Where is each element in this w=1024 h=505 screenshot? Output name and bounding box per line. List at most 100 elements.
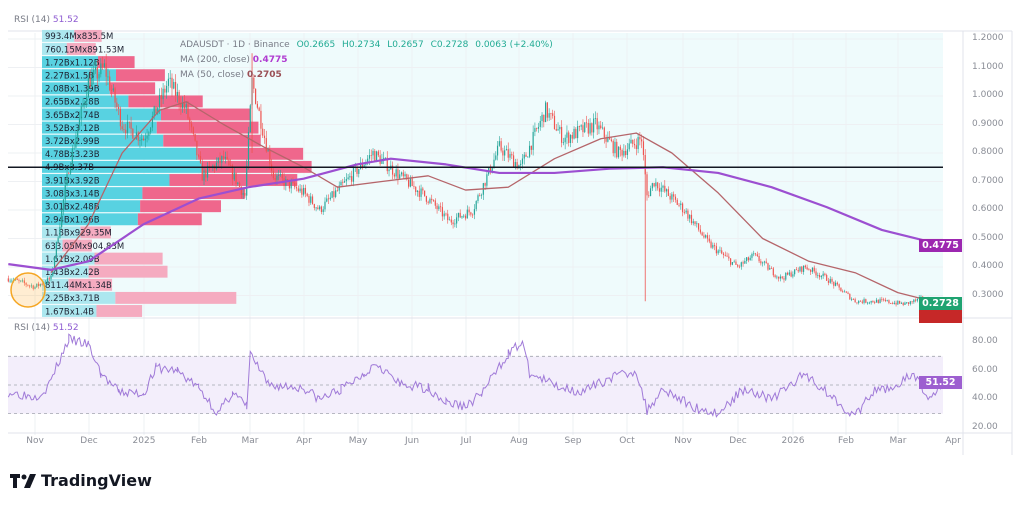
candle-body [409,178,411,187]
candle-body [746,257,748,261]
candle-body [201,162,203,181]
candle-body [696,223,698,225]
candle-body [313,204,315,208]
candle-body [859,300,862,302]
vp-row-label: 2.27Bx1.5B [45,72,94,82]
candle-body [102,63,104,67]
vp-row-label: 2.94Bx1.96B [45,216,100,226]
candle-body [875,299,878,303]
candle-body [605,137,607,142]
candle-body [215,162,218,170]
candle-body [516,162,518,169]
candle-body [772,268,774,276]
vp-down-bar [94,252,163,265]
candle-body [632,139,634,144]
ma50-legend[interactable]: MA (50, close) 0.2705 [180,70,282,80]
candle-body [408,179,410,187]
candle-body [619,146,621,150]
candle-body [712,245,714,248]
candle-body [785,272,787,280]
candle-body [626,149,629,156]
candle-body [114,88,116,103]
candle-body [594,118,597,119]
candle-body [183,102,186,109]
vp-row-label: 1.72Bx1.12B [45,58,100,68]
candle-body [52,268,54,276]
candle-body [543,114,545,123]
candle-body [842,291,844,293]
candle-body [760,261,762,264]
candle-body [658,188,661,192]
candle-body [461,216,463,218]
candle-body [160,95,162,100]
candle-body [555,129,557,131]
candle-body [585,122,588,124]
candle-body [217,157,219,163]
candle-body [891,303,894,305]
tradingview-logo[interactable]: TradingView [10,471,152,490]
candle-body [352,167,355,182]
candle-body [868,302,870,304]
candle-body [37,283,40,286]
candle-body [512,155,515,168]
candle-body [559,126,561,130]
candle-body [415,186,417,192]
candle-body [865,299,867,303]
candle-body [854,299,856,303]
highlight-circle [10,272,46,308]
vp-row-label: 633.05Mx904.83M [45,242,124,252]
vp-down-bar [137,213,202,226]
candle-body [180,103,182,109]
price-tick: 1.2000 [972,33,1004,43]
candle-body [514,162,516,168]
candle-body [345,179,347,182]
time-tick: Jul [460,436,472,446]
ma50-line [50,101,943,305]
candle-body [452,222,454,225]
candle-body [710,241,712,248]
candle-body [808,269,810,271]
candle-body [726,255,728,257]
rsi-legend[interactable]: RSI (14) 51.52 [14,323,79,333]
candle-body [375,151,378,161]
vp-row-label: 3.01Bx2.48B [45,203,100,213]
candle-body [548,113,550,118]
candle-body [319,206,321,210]
vp-up-bar [42,29,75,42]
candle-body [468,209,470,213]
candle-body [881,299,883,301]
rsi-tick: 80.00 [972,336,998,346]
candle-body [735,261,737,265]
candle-body [733,261,735,263]
last-price-badge: 0.2728 [919,297,962,310]
candle-body [203,170,205,181]
candle-body [187,104,189,119]
candle-body [464,215,467,219]
candle-body [190,123,193,128]
candle-body [463,215,465,217]
candle-body [169,77,171,79]
candle-body [100,63,102,75]
vp-down-bar [197,147,304,160]
candle-body [724,254,726,256]
candle-body [685,210,687,213]
candle-body [18,280,20,281]
candle-body [815,271,817,276]
candle-body [260,110,262,129]
candle-body [811,267,814,272]
candle-body [883,299,885,301]
candle-body [400,172,403,175]
candle-body [55,241,57,258]
symbol-legend[interactable]: ADAUSDT · 1D · Binance O0.2665 H0.2734 L… [180,40,553,50]
ma200-legend[interactable]: MA (200, close) 0.4775 [180,55,288,65]
candle-body [721,250,723,254]
candle-body [240,186,242,195]
candle-body [262,128,264,136]
candle-body [676,199,678,205]
candle-body [564,137,566,143]
candle-body [244,193,246,196]
candle-body [553,115,556,130]
candle-body [327,198,330,200]
candle-body [342,181,344,183]
